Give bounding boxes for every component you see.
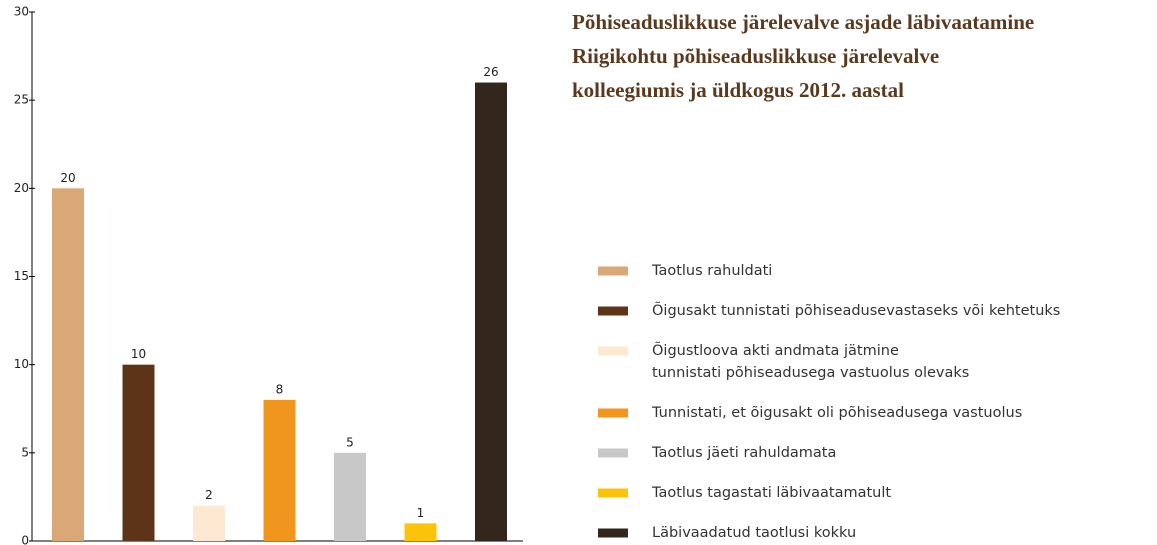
legend-label: tunnistati põhiseadusega vastuolus oleva… bbox=[652, 365, 969, 381]
data-label: 20 bbox=[60, 171, 75, 185]
data-label: 2 bbox=[205, 488, 213, 502]
bar bbox=[475, 82, 507, 542]
bar bbox=[193, 505, 225, 541]
legend-swatch bbox=[598, 528, 628, 538]
legend-label: Taotlus jäeti rahuldamata bbox=[651, 445, 836, 461]
data-label: 10 bbox=[131, 347, 146, 361]
legend-swatch bbox=[598, 488, 628, 498]
y-tick-label: 10 bbox=[14, 357, 29, 371]
legend-label: Läbivaadatud taotlusi kokku bbox=[652, 525, 856, 541]
data-label: 5 bbox=[346, 435, 354, 449]
bar bbox=[263, 399, 296, 541]
chart-title: kolleegiumis ja üldkogus 2012. aastal bbox=[572, 78, 904, 102]
data-label: 26 bbox=[483, 65, 498, 79]
y-tick-label: 0 bbox=[21, 534, 29, 545]
y-tick-label: 5 bbox=[21, 445, 29, 459]
chart-title: Riigikohtu põhiseaduslikkuse järelevalve bbox=[572, 44, 939, 68]
legend-swatch bbox=[598, 306, 628, 316]
y-tick-label: 20 bbox=[14, 181, 29, 195]
legend-label: Õigustloova akti andmata jätmine bbox=[652, 342, 899, 359]
y-tick-label: 15 bbox=[14, 269, 29, 283]
legend-swatch bbox=[598, 408, 628, 418]
y-tick-label: 25 bbox=[14, 93, 29, 107]
bar bbox=[52, 188, 84, 542]
bar bbox=[122, 364, 155, 541]
legend-label: Õigusakt tunnistati põhiseadusevastaseks… bbox=[652, 302, 1060, 319]
data-label: 1 bbox=[417, 506, 425, 520]
y-tick-label: 30 bbox=[14, 5, 29, 19]
legend-label: Taotlus tagastati läbivaatamatult bbox=[651, 485, 891, 501]
bar bbox=[404, 523, 437, 541]
legend-swatch bbox=[598, 448, 628, 458]
bar bbox=[334, 452, 366, 541]
legend-label: Tunnistati, et õigusakt oli põhiseaduseg… bbox=[651, 405, 1022, 421]
legend-swatch bbox=[598, 266, 628, 276]
data-label: 8 bbox=[276, 382, 284, 396]
legend-label: Taotlus rahuldati bbox=[651, 263, 772, 279]
chart-title: Põhiseaduslikkuse järelevalve asjade läb… bbox=[572, 10, 1034, 34]
legend-swatch bbox=[598, 346, 628, 356]
